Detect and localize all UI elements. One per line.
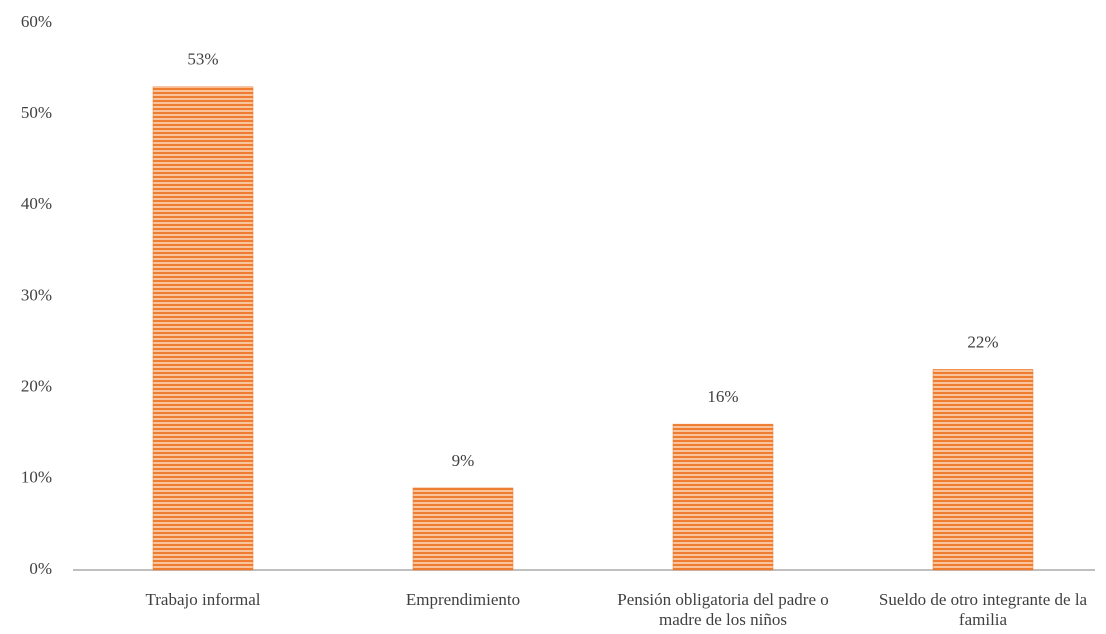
y-tick-label: 40% <box>21 194 52 213</box>
data-label: 53% <box>187 50 218 69</box>
x-tick-label: Sueldo de otro integrante de la familia <box>878 590 1088 629</box>
y-tick-label: 0% <box>29 559 52 578</box>
bar <box>152 86 254 571</box>
y-tick-label: 10% <box>21 468 52 487</box>
data-label: 9% <box>452 451 475 470</box>
y-tick-label: 50% <box>21 103 52 122</box>
data-label: 22% <box>967 332 998 351</box>
y-tick-label: 20% <box>21 377 52 396</box>
x-tick-label: Trabajo informal <box>145 590 261 609</box>
data-label: 16% <box>707 387 738 406</box>
bar <box>672 423 774 571</box>
bar <box>932 369 1034 571</box>
x-tick-label: Pensión obligatoria del padre o madre de… <box>617 590 829 629</box>
x-tick-label: Emprendimiento <box>405 590 521 609</box>
y-tick-label: 30% <box>21 285 52 304</box>
y-tick-label: 60% <box>21 12 52 31</box>
bar <box>412 487 514 571</box>
